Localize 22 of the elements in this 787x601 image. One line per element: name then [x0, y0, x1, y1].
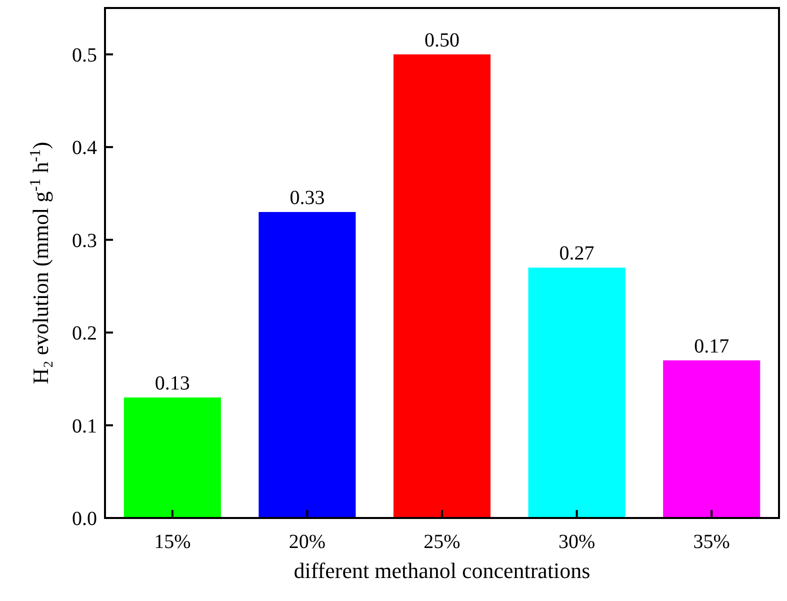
y-tick-label: 0.0 [72, 508, 97, 530]
x-tick-label: 25% [424, 531, 460, 553]
bar [124, 397, 221, 518]
data-label: 0.33 [290, 187, 325, 209]
bar [393, 54, 491, 518]
data-label: 0.50 [424, 29, 460, 52]
bar [258, 212, 356, 518]
y-tick-label: 0.2 [72, 322, 97, 345]
y-tick-label: 0.3 [72, 230, 97, 252]
x-tick-label: 20% [288, 531, 326, 553]
data-label: 0.17 [694, 335, 730, 358]
x-tick-label: 15% [154, 531, 191, 553]
x-tick-label: 30% [558, 531, 596, 553]
x-tick-label: 35% [693, 531, 730, 553]
x-axis-title: different methanol concentrations [294, 558, 590, 583]
bar [528, 268, 626, 518]
y-tick-label: 0.1 [72, 415, 97, 438]
y-tick-label: 0.4 [72, 137, 97, 160]
bar [663, 360, 760, 518]
data-label: 0.27 [559, 242, 594, 265]
data-label: 0.13 [154, 372, 190, 394]
y-tick-label: 0.5 [72, 44, 97, 66]
